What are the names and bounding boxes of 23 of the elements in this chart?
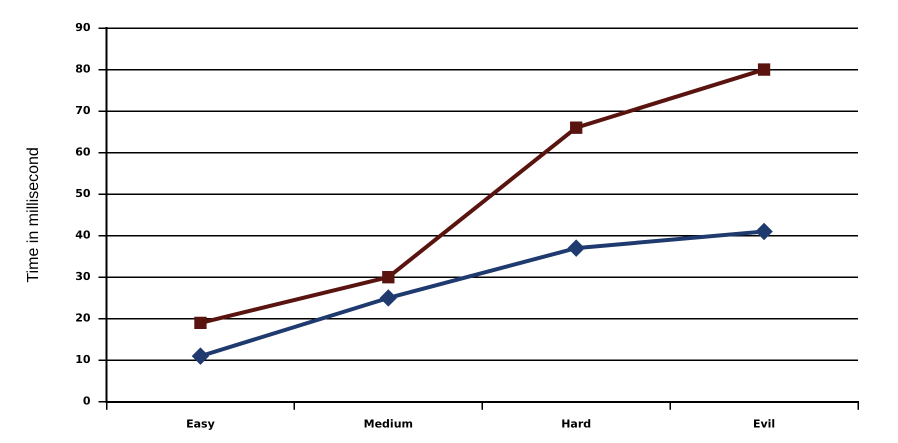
y-tick-label: 60 [75,145,91,158]
point [756,223,773,240]
point [758,63,770,76]
y-tick-label: 30 [75,270,91,284]
point [194,316,207,330]
y-tick-label: 90 [75,20,91,34]
y-tick-label: 20 [75,312,91,325]
x-tick-label: Evil [752,417,776,430]
point [568,240,585,257]
x-tick-label: Medium [364,417,413,430]
x-tick-label: Easy [186,417,215,430]
y-axis-title: Time in millisecond [25,147,42,283]
point [192,348,209,365]
y-tick-label: 50 [75,186,91,200]
y-tick-label: 70 [75,104,91,117]
y-tick-label: 80 [75,62,91,76]
y-tick-label: 0 [82,394,91,408]
y-tick-label: 40 [75,228,91,242]
y-tick-label: 10 [75,353,91,366]
point [380,289,397,306]
point [570,122,582,134]
point [382,271,394,284]
x-tick-label: Hard [561,417,592,430]
